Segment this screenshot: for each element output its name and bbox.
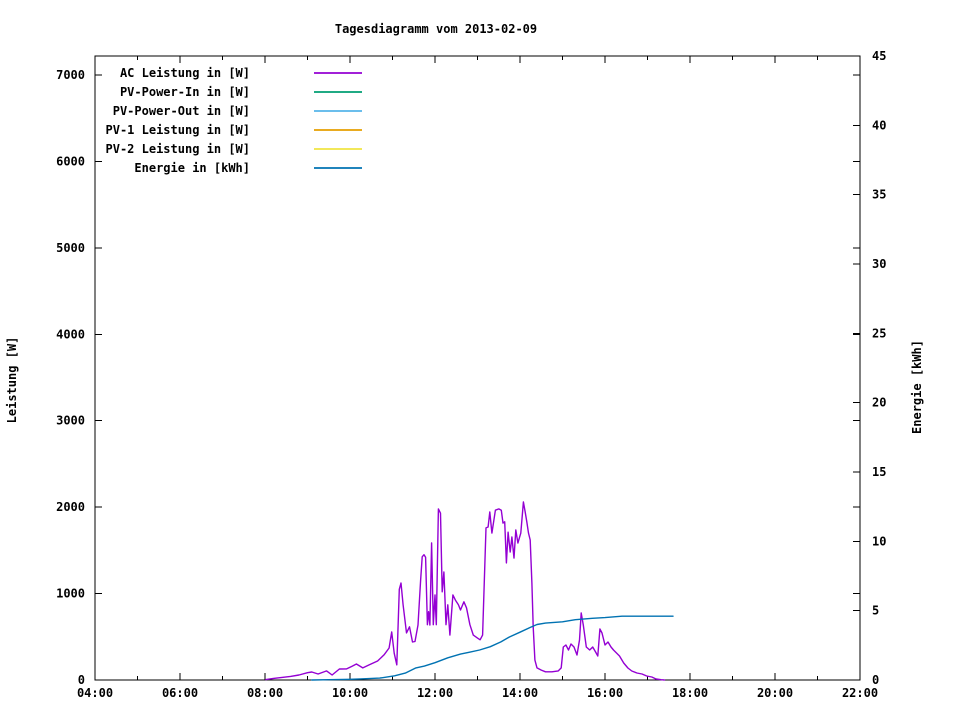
- series-line: [265, 501, 666, 681]
- y-axis-label-right: Energie [kWh]: [910, 340, 924, 434]
- legend-label: PV-2 Leistung in [W]: [106, 142, 251, 156]
- x-tick-label: 16:00: [587, 686, 623, 700]
- y-left-tick-label: 5000: [56, 241, 85, 255]
- x-tick-label: 18:00: [672, 686, 708, 700]
- y-right-tick-label: 30: [872, 257, 886, 271]
- right-axis-ticks: 0 5 10 15 20 25 30 35 40 45: [853, 49, 886, 687]
- x-tick-label: 08:00: [247, 686, 283, 700]
- legend-label: PV-Power-In in [W]: [120, 85, 250, 99]
- y-axis-label-left: Leistung [W]: [5, 337, 19, 424]
- y-right-tick-label: 20: [872, 396, 886, 410]
- series-line: [311, 615, 674, 681]
- y-left-tick-label: 2000: [56, 500, 85, 514]
- x-tick-label: 10:00: [332, 686, 368, 700]
- chart-title: Tagesdiagramm vom 2013-02-09: [335, 22, 537, 36]
- x-tick-label: 14:00: [502, 686, 538, 700]
- y-right-tick-label: 10: [872, 534, 886, 548]
- x-tick-label: 06:00: [162, 686, 198, 700]
- y-right-tick-label: 35: [872, 188, 886, 202]
- y-right-tick-label: 0: [872, 673, 879, 687]
- x-tick-label: 12:00: [417, 686, 453, 700]
- y-right-tick-label: 5: [872, 604, 879, 618]
- legend-label: Energie in [kWh]: [134, 161, 250, 175]
- x-tick-label: 22:00: [842, 686, 878, 700]
- y-right-tick-label: 45: [872, 49, 886, 63]
- legend-label: PV-1 Leistung in [W]: [106, 123, 251, 137]
- x-tick-label: 20:00: [757, 686, 793, 700]
- left-axis-ticks: 0 1000 2000 3000 4000 5000 6000 7000: [56, 68, 860, 687]
- y-left-tick-label: 4000: [56, 327, 85, 341]
- y-left-tick-label: 1000: [56, 587, 85, 601]
- legend: AC Leistung in [W] PV-Power-In in [W] PV-P…: [106, 66, 362, 175]
- data-series: [265, 501, 674, 681]
- legend-label: AC Leistung in [W]: [120, 66, 250, 80]
- x-tick-label: 04:00: [77, 686, 113, 700]
- legend-label: PV-Power-Out in [W]: [113, 104, 250, 118]
- y-left-tick-label: 7000: [56, 68, 85, 82]
- y-left-tick-label: 0: [78, 673, 85, 687]
- y-right-tick-label: 15: [872, 465, 886, 479]
- y-left-tick-label: 3000: [56, 414, 85, 428]
- y-left-tick-label: 6000: [56, 154, 85, 168]
- y-right-tick-label: 25: [872, 326, 886, 340]
- y-right-tick-label: 40: [872, 118, 886, 132]
- x-axis-ticks: 04:00 06:00 08:00 10:00 12:00 14:00 16:00 18:00…: [77, 56, 878, 700]
